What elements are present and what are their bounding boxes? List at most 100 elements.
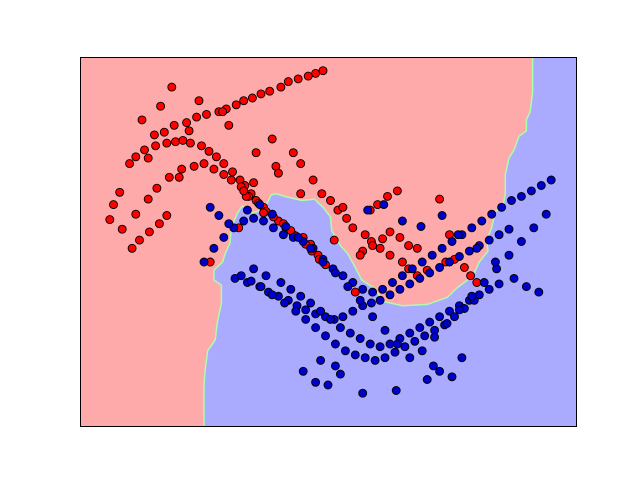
scatter-point <box>342 213 352 223</box>
scatter-point <box>472 278 482 287</box>
scatter-point <box>395 232 405 242</box>
scatter-point <box>526 186 536 196</box>
scatter-point <box>507 196 516 205</box>
scatter-point <box>435 194 445 204</box>
scatter-point <box>466 271 476 281</box>
scatter-point <box>385 339 395 349</box>
scatter-point <box>247 93 257 103</box>
scatter-point <box>296 159 306 169</box>
scatter-point <box>445 306 454 316</box>
scatter-point <box>397 257 407 267</box>
scatter-point <box>457 353 467 363</box>
scatter-point <box>267 290 277 300</box>
scatter-point <box>239 216 249 226</box>
scatter-point <box>137 115 147 125</box>
scatter-point <box>256 282 266 292</box>
scatter-point <box>311 68 321 78</box>
axes-frame <box>80 57 577 427</box>
scatter-point <box>529 223 539 233</box>
scatter-point <box>390 347 400 357</box>
scatter-point <box>291 306 301 316</box>
scatter-point <box>318 257 328 267</box>
scatter-point <box>335 323 345 333</box>
scatter-point <box>317 189 327 199</box>
scatter-point <box>459 263 469 272</box>
scatter-point <box>143 153 153 163</box>
scatter-point <box>365 339 375 349</box>
scatter-point <box>355 295 365 305</box>
scatter-point <box>255 200 265 210</box>
scatter-point <box>338 312 348 322</box>
scatter-point <box>385 227 395 237</box>
scatter-point <box>140 145 149 155</box>
plot-area <box>80 57 576 426</box>
scatter-point <box>477 216 487 226</box>
scatter-point <box>224 219 234 229</box>
scatter-point <box>504 224 514 234</box>
scatter-point <box>143 194 153 204</box>
scatter-point <box>437 243 447 253</box>
scatter-point <box>218 107 228 117</box>
scatter-point <box>487 209 497 219</box>
scatter-point <box>370 355 380 365</box>
scatter-point <box>283 77 293 87</box>
scatter-point <box>242 205 252 215</box>
scatter-point <box>288 148 298 158</box>
scatter-point <box>125 159 135 169</box>
scatter-point <box>437 211 447 220</box>
scatter-point <box>405 353 415 363</box>
scatter-point <box>360 230 370 240</box>
scatter-point <box>427 250 437 260</box>
scatter-point <box>151 141 161 151</box>
scatter-point <box>298 366 308 376</box>
scatter-point <box>472 243 482 253</box>
scatter-point <box>131 209 141 219</box>
scatter-point <box>355 250 365 260</box>
scatter-point <box>536 181 546 190</box>
scatter-point <box>450 312 459 322</box>
scatter-point <box>425 268 435 278</box>
scatter-point <box>330 361 340 371</box>
scatter-point <box>194 96 204 106</box>
scatter-point <box>174 172 184 182</box>
scatter-point <box>484 235 494 245</box>
scatter-point <box>380 325 390 335</box>
scatter-point <box>152 183 162 193</box>
scatter-point <box>417 257 427 267</box>
scatter-point <box>318 66 328 76</box>
scatter-point <box>521 282 531 292</box>
scatter-point <box>415 273 425 283</box>
scatter-point <box>280 298 290 308</box>
scatter-point <box>479 278 489 287</box>
scatter-point <box>338 202 348 212</box>
scatter-point <box>316 355 326 365</box>
scatter-point <box>467 291 477 301</box>
scatter-point <box>391 386 401 395</box>
scatter-point <box>219 170 229 179</box>
scatter-point <box>497 202 507 212</box>
scatter-point <box>379 200 389 210</box>
scatter-point <box>343 282 353 292</box>
scatter-point <box>350 287 360 297</box>
scatter-point <box>415 323 425 333</box>
scatter-point <box>375 295 385 305</box>
scatter-point <box>197 141 206 151</box>
scatter-point <box>541 209 551 219</box>
scatter-point <box>323 380 333 390</box>
scatter-point <box>392 186 402 196</box>
scatter-point <box>428 361 438 371</box>
scatter-point <box>338 271 348 281</box>
scatter-point <box>407 264 417 274</box>
scatter-point <box>293 74 303 84</box>
scatter-point <box>311 323 321 333</box>
scatter-point <box>265 86 275 96</box>
scatter-point <box>268 223 278 233</box>
scatter-point <box>276 278 286 287</box>
scatter-point <box>256 89 266 99</box>
scatter-point <box>159 127 169 137</box>
scatter-point <box>430 332 440 342</box>
scatter-point <box>246 276 256 286</box>
scatter-point <box>467 223 477 233</box>
scatter-point <box>162 138 172 148</box>
scatter-point <box>156 101 166 111</box>
